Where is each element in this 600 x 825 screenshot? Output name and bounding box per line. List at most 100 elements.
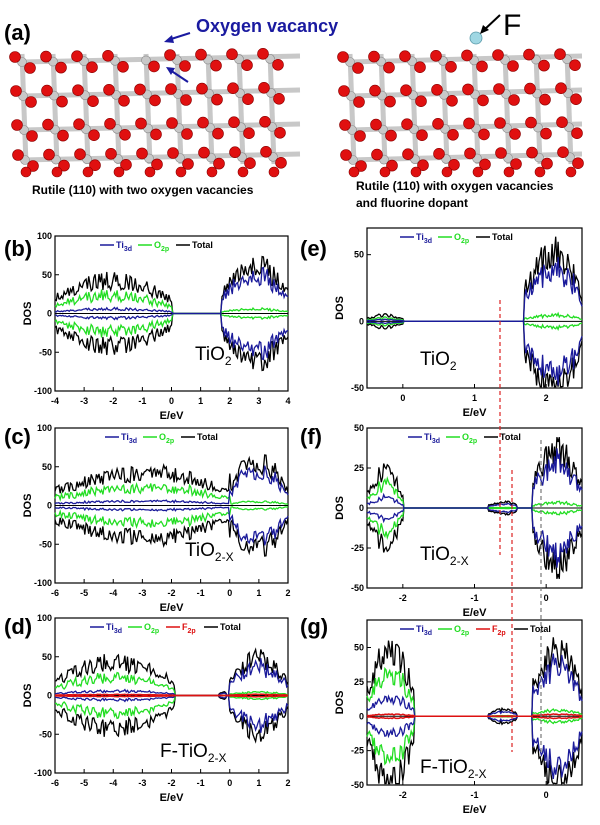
o2p-dos-curve-down: [54, 694, 289, 720]
panel-label: (e): [300, 236, 327, 261]
x-tick-label: -5: [80, 588, 88, 598]
y-tick-label: -50: [351, 583, 364, 593]
x-tick-label: -2: [167, 588, 175, 598]
dos-panel: -2 -1 0 50 25 0 -25 -50 DOS E/eV (g) F-TiO2-X Ti3d O2…: [300, 614, 583, 816]
legend-label-total: Total: [492, 232, 513, 242]
y-axis-label: DOS: [22, 684, 34, 708]
y-tick-label: 100: [37, 231, 52, 241]
legend-label-total: Total: [220, 622, 241, 632]
panel-label: (f): [300, 424, 322, 449]
material-label: F-TiO2-X: [420, 757, 487, 781]
y-tick-label: 25: [354, 677, 364, 687]
legend-label-o: O2p: [144, 622, 159, 635]
ti3d-dos-curve-up: [54, 658, 289, 697]
dos-panel: -2 -1 0 50 25 0 -25 -50 DOS E/eV (f) TiO2-X Ti3d O2p T…: [300, 423, 583, 619]
rutile-structure-fluorine-dopant: [337, 14, 584, 178]
y-axis-label: DOS: [334, 496, 346, 520]
y-tick-label: 0: [359, 711, 364, 721]
x-tick-label: -1: [470, 593, 478, 603]
total-dos-curve-down: [366, 320, 583, 388]
y-tick-label: 0: [47, 309, 52, 319]
f2p-dos-curve-down: [55, 694, 289, 698]
o2p-dos-curve-up: [54, 671, 289, 697]
x-tick-label: 0: [169, 396, 174, 406]
x-axis-label: E/eV: [463, 407, 488, 419]
panel-label-a: (a): [4, 20, 31, 45]
y-axis-label: DOS: [334, 296, 346, 320]
legend-label-ti: Ti3d: [416, 232, 432, 245]
legend-label-total: Total: [500, 432, 521, 442]
y-tick-label: -25: [351, 543, 364, 553]
o2p-dos-curve-up: [54, 289, 289, 315]
legend-label-o: O2p: [159, 432, 174, 445]
ti3d-dos-curve-down: [54, 506, 289, 546]
oxygen-vacancy-annotation: Oxygen vacancy: [196, 16, 338, 36]
x-tick-label: 2: [285, 588, 290, 598]
y-tick-label: -100: [34, 578, 52, 588]
x-tick-label: 1: [198, 396, 203, 406]
total-dos-curve-down: [54, 694, 289, 744]
y-tick-label: 100: [37, 423, 52, 433]
dos-panel: -6 -5 -4 -3 -2 -1 0 1 2 100 50 0 -50 -100 DOS E/eV (d) F-…: [4, 613, 291, 804]
x-tick-label: -6: [51, 588, 59, 598]
y-tick-label: 0: [47, 501, 52, 511]
x-tick-label: -3: [138, 588, 146, 598]
x-tick-label: 0: [544, 593, 549, 603]
x-tick-label: 4: [285, 396, 290, 406]
x-tick-label: -1: [197, 588, 205, 598]
material-label: TiO2: [195, 344, 232, 368]
panel-label: (b): [4, 236, 32, 261]
ti3d-dos-curve-down: [54, 312, 289, 361]
x-tick-label: 2: [285, 778, 290, 788]
x-tick-label: -3: [138, 778, 146, 788]
total-dos-curve-down: [54, 517, 289, 557]
y-tick-label: 100: [37, 613, 52, 623]
total-dos-curve-up: [54, 454, 289, 494]
x-tick-label: 0: [544, 790, 549, 800]
legend-label-o: O2p: [154, 240, 169, 253]
x-tick-label: -5: [80, 778, 88, 788]
ti3d-dos-curve-up: [366, 448, 583, 509]
x-axis-label: E/eV: [160, 792, 185, 804]
material-label: F-TiO2-X: [160, 741, 227, 765]
legend-label-f: F2p: [182, 622, 196, 635]
y-tick-label: 50: [42, 462, 52, 472]
x-tick-label: -2: [109, 396, 117, 406]
left-structure-caption: Rutile (110) with two oxygen vacancies: [32, 183, 254, 197]
x-tick-label: 0: [227, 588, 232, 598]
x-tick-label: 2: [544, 393, 549, 403]
o2p-dos-curve-down: [54, 312, 289, 338]
ti3d-dos-curve-up: [54, 465, 289, 505]
panel-label: (d): [4, 614, 32, 639]
ti3d-dos-curve-down: [54, 694, 289, 733]
y-tick-label: 50: [42, 270, 52, 280]
dos-panel: 0 1 2 50 0 -50 DOS E/eV (e) TiO2 Ti3d O2p Total: [300, 227, 583, 419]
material-label: TiO2-X: [185, 540, 234, 564]
legend-label-o: O2p: [462, 432, 477, 445]
x-axis-label: E/eV: [463, 607, 488, 619]
y-tick-label: -100: [34, 386, 52, 396]
y-tick-label: -25: [351, 746, 364, 756]
dos-panel: -4 -3 -2 -1 0 1 2 3 4 100 50 0 -50 -100 DOS E/eV (b) TiO2…: [4, 231, 291, 422]
legend-label-ti: Ti3d: [106, 622, 122, 635]
x-tick-label: -1: [138, 396, 146, 406]
material-label: TiO2: [420, 349, 457, 373]
legend-label-total: Total: [197, 432, 218, 442]
x-axis-label: E/eV: [160, 410, 185, 422]
y-tick-label: 0: [359, 503, 364, 513]
f2p-dos-curve-down: [366, 715, 583, 720]
x-tick-label: -4: [109, 588, 117, 598]
total-dos-curve-down: [54, 312, 289, 372]
x-tick-label: -6: [51, 778, 59, 788]
alignment-guides: [499, 300, 542, 752]
f2p-dos-curve-up: [55, 693, 289, 697]
x-tick-label: 1: [256, 778, 261, 788]
dos-panel: -6 -5 -4 -3 -2 -1 0 1 2 100 50 0 -50 -100 DOS E/eV (c) Ti…: [4, 423, 291, 614]
y-axis-label: DOS: [22, 302, 34, 326]
y-tick-label: 50: [354, 250, 364, 260]
x-tick-label: -2: [167, 778, 175, 788]
y-tick-label: 50: [354, 423, 364, 433]
y-tick-label: -50: [39, 347, 52, 357]
legend-label-ti: Ti3d: [424, 432, 440, 445]
x-tick-label: -1: [197, 778, 205, 788]
